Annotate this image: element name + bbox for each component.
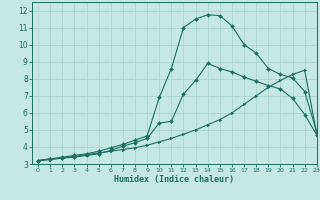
X-axis label: Humidex (Indice chaleur): Humidex (Indice chaleur) xyxy=(115,175,234,184)
